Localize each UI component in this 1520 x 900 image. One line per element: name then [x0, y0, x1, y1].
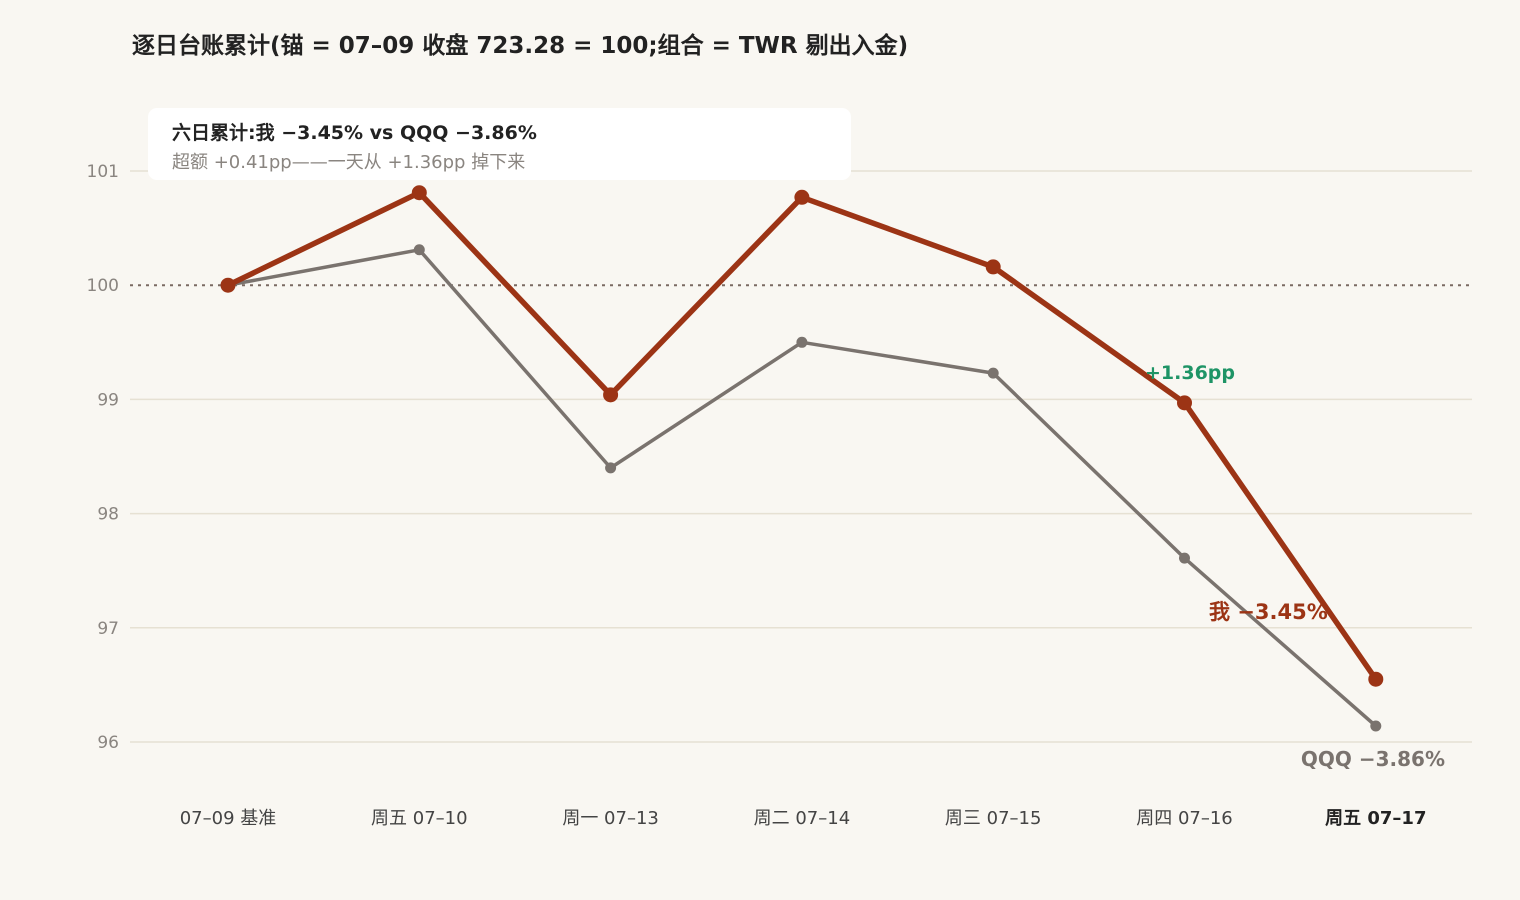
- summary-box: 六日累计:我 −3.45% vs QQQ −3.86% 超额 +0.41pp——…: [148, 108, 851, 180]
- series-line-qqq: [226, 248, 1378, 728]
- y-axis: 96 97 98 99 100 101: [87, 162, 119, 753]
- data-point-qqq: [413, 244, 425, 256]
- y-tick-label: 96: [97, 733, 119, 753]
- data-point-me: [794, 189, 810, 205]
- data-point-qqq: [1370, 720, 1382, 732]
- series-line-me: [225, 189, 1379, 682]
- data-point-me: [220, 277, 236, 293]
- data-point-me: [411, 185, 427, 201]
- summary-subline: 超额 +0.41pp——一天从 +1.36pp 掉下来: [172, 152, 525, 173]
- me-end-label: 我 −3.45%: [1209, 600, 1328, 624]
- qqq-end-label: QQQ −3.86%: [1301, 747, 1445, 771]
- data-point-me: [985, 259, 1001, 275]
- x-tick-label: 周三 07–15: [945, 808, 1042, 829]
- series-group: [220, 185, 1384, 732]
- y-tick-label: 100: [87, 276, 119, 296]
- grid: [130, 170, 1472, 743]
- data-point-me: [1177, 395, 1192, 411]
- y-tick-label: 97: [97, 619, 119, 639]
- data-point-qqq: [796, 336, 808, 348]
- x-tick-label: 周四 07–16: [1136, 808, 1233, 829]
- series-qqq: [222, 244, 1382, 732]
- chart-title: 逐日台账累计(锚 = 07–09 收盘 723.28 = 100;组合 = TW…: [132, 33, 909, 59]
- y-tick-label: 101: [87, 162, 119, 182]
- x-tick-label: 周一 07–13: [562, 808, 659, 829]
- x-tick-label: 07–09 基准: [180, 808, 277, 829]
- y-tick-label: 98: [97, 505, 119, 525]
- data-point-qqq: [987, 367, 999, 379]
- x-tick-label: 周二 07–14: [754, 808, 851, 829]
- x-tick-label: 周五 07–17: [1325, 808, 1426, 829]
- x-tick-label: 周五 07–10: [371, 808, 468, 829]
- data-point-me: [603, 387, 619, 403]
- data-point-qqq: [605, 462, 617, 474]
- data-point-me: [1368, 671, 1384, 687]
- x-axis: 07–09 基准 周五 07–10 周一 07–13 周二 07–14 周三 07–15…: [180, 808, 1427, 829]
- y-tick-label: 99: [97, 390, 119, 410]
- data-point-qqq: [1179, 552, 1190, 564]
- series-me: [220, 185, 1384, 687]
- gap-peak-label: +1.36pp: [1145, 362, 1235, 384]
- summary-box-bg: [148, 108, 851, 180]
- summary-headline: 六日累计:我 −3.45% vs QQQ −3.86%: [172, 121, 537, 144]
